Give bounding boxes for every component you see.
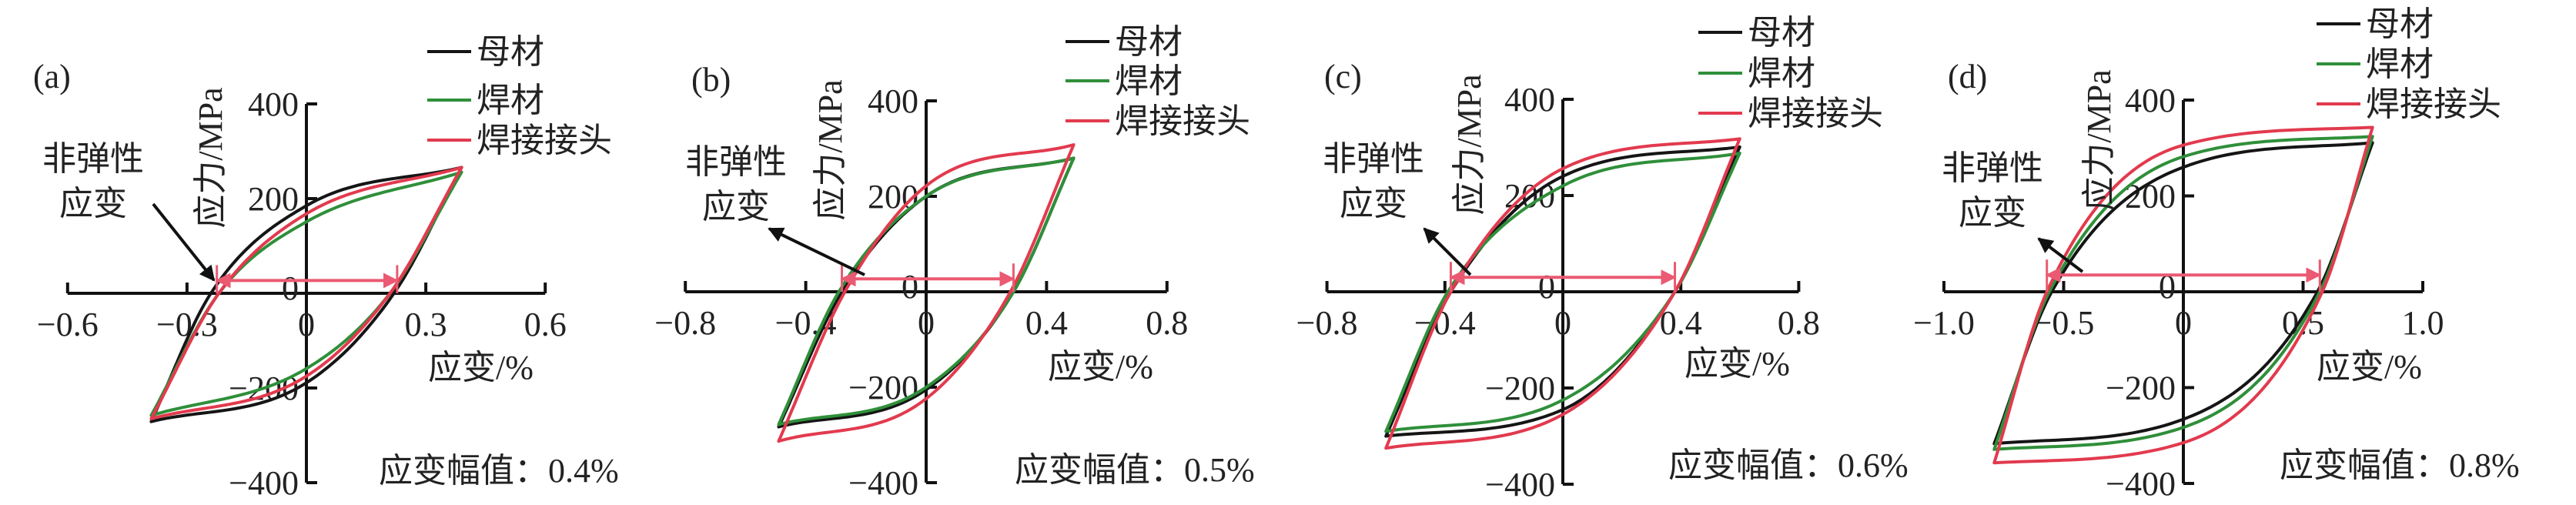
legend-label: 焊接接头 xyxy=(2366,85,2501,123)
y-tick-label: −400 xyxy=(848,464,918,502)
hysteresis-loop-weld-metal xyxy=(1384,152,1741,433)
panel-label: (a) xyxy=(33,58,71,95)
y-axis-label: 应力/MPa xyxy=(192,87,229,228)
x-tick-label: 0.4 xyxy=(1660,304,1702,342)
hysteresis-loop-base-metal xyxy=(1992,141,2374,446)
x-axis-label: 应变/% xyxy=(1048,348,1153,386)
annotation-line: 非弹性 xyxy=(685,143,787,181)
y-axis-label: 应力/MPa xyxy=(1450,74,1488,215)
legend-label: 母材 xyxy=(477,33,544,71)
strain-amplitude-label: 应变幅值：0.8% xyxy=(2280,446,2520,484)
x-tick-label: 0 xyxy=(1554,304,1571,342)
legend-label: 焊材 xyxy=(1115,62,1183,100)
annotation-arrow xyxy=(152,202,216,282)
hysteresis-loop-welded-joint xyxy=(149,166,463,420)
legend-label: 母材 xyxy=(1748,14,1815,52)
x-tick-label: −1.0 xyxy=(1913,304,1975,342)
x-tick-label: 0.8 xyxy=(1778,304,1820,342)
hysteresis-loop-weld-metal xyxy=(777,156,1076,426)
annotation-line: 非弹性 xyxy=(1942,149,2043,187)
x-tick-label: 0.4 xyxy=(1025,304,1068,342)
legend-label: 焊接接头 xyxy=(477,122,612,159)
y-tick-label: −400 xyxy=(1485,466,1555,503)
x-tick-label: 0.3 xyxy=(405,306,447,343)
legend-label: 焊材 xyxy=(1748,55,1815,92)
y-tick-label: −400 xyxy=(2106,465,2176,503)
x-tick-label: 0 xyxy=(918,304,935,342)
annotation-line: 应变 xyxy=(1959,194,2026,232)
legend-label: 母材 xyxy=(1115,23,1183,61)
hysteresis-loop-weld-metal xyxy=(1992,135,2374,451)
y-tick-label: 400 xyxy=(868,82,918,120)
panel-label: (b) xyxy=(691,61,731,99)
annotation-line: 应变 xyxy=(1340,185,1407,222)
panel-b: −0.8 −0.4 0 0.4 0.84002000−200−400非弹性应变(b)应变… xyxy=(654,23,1254,502)
panel-label: (d) xyxy=(1948,58,1987,95)
y-tick-label: −200 xyxy=(2106,370,2176,407)
strain-amplitude-label: 应变幅值：0.5% xyxy=(1015,451,1255,489)
x-tick-label: −0.8 xyxy=(654,304,716,342)
annotation-text: 非弹性应变 xyxy=(1323,140,1424,222)
annotation-text: 非弹性应变 xyxy=(685,143,787,226)
legend-label: 焊接接头 xyxy=(1115,102,1250,140)
x-tick-label: 0 xyxy=(298,306,315,343)
y-tick-label: 400 xyxy=(2125,82,2176,119)
y-tick-label: 0 xyxy=(1538,268,1555,306)
panel-label: (c) xyxy=(1324,58,1362,95)
panel-d: −1.0 −0.5 0 0.5 1.04002000−200−400非弹性应变(d)应变… xyxy=(1913,5,2520,503)
annotation-text: 非弹性应变 xyxy=(42,140,144,222)
y-axis-label: 应力/MPa xyxy=(2080,69,2118,210)
panel-c: −0.8 −0.4 0 0.4 0.84002000−200−400非弹性应变(c)应变… xyxy=(1296,14,1909,503)
x-tick-label: −0.4 xyxy=(1414,304,1476,342)
annotation-text: 非弹性应变 xyxy=(1942,149,2043,232)
annotation-line: 应变 xyxy=(59,185,127,222)
x-tick-label: −0.8 xyxy=(1296,304,1358,342)
legend-label: 焊材 xyxy=(477,82,544,119)
y-tick-label: −200 xyxy=(1485,370,1555,407)
legend-label: 焊材 xyxy=(2366,45,2434,83)
hysteresis-loop-welded-joint xyxy=(777,143,1076,443)
legend-label: 母材 xyxy=(2366,5,2434,43)
x-tick-label: 0 xyxy=(2175,304,2192,342)
x-tick-label: 0.8 xyxy=(1146,304,1188,342)
x-axis-label: 应变/% xyxy=(2317,348,2422,386)
annotation-line: 非弹性 xyxy=(42,140,144,178)
annotation-arrow xyxy=(2037,237,2084,273)
y-tick-label: 200 xyxy=(248,180,299,218)
y-axis-label: 应力/MPa xyxy=(811,79,849,220)
x-tick-label: 0.6 xyxy=(524,306,567,343)
annotation-line: 应变 xyxy=(702,188,770,226)
strain-amplitude-label: 应变幅值：0.6% xyxy=(1668,446,1909,484)
x-axis-label: 应变/% xyxy=(428,349,534,386)
x-tick-label: 1.0 xyxy=(2402,304,2444,342)
y-tick-label: 0 xyxy=(902,268,918,306)
annotation-arrow xyxy=(768,227,865,276)
y-tick-label: 400 xyxy=(1504,81,1555,119)
annotation-arrow xyxy=(1423,227,1472,276)
legend-label: 焊接接头 xyxy=(1748,95,1883,132)
x-tick-label: −0.6 xyxy=(37,306,99,343)
strain-amplitude-label: 应变幅值：0.4% xyxy=(379,452,619,490)
annotation-line: 非弹性 xyxy=(1323,140,1424,178)
y-tick-label: 0 xyxy=(282,269,299,307)
y-tick-label: −400 xyxy=(229,464,299,502)
panel-a: −0.6 −0.3 0 0.3 0.64002000−200−400非弹性应变(a)应变… xyxy=(33,33,619,502)
y-tick-label: 400 xyxy=(248,85,299,123)
x-axis-label: 应变/% xyxy=(1684,345,1790,383)
